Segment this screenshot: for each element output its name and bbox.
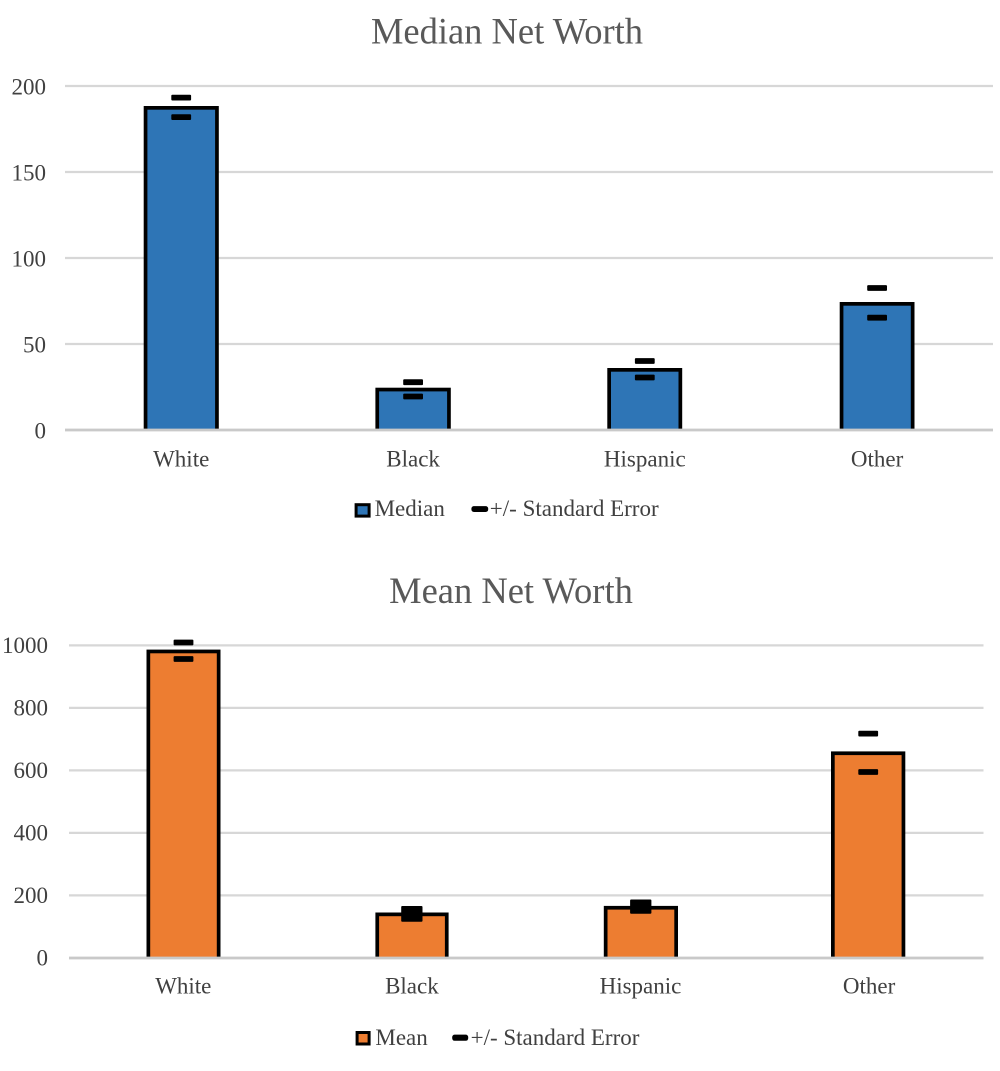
svg-text:0: 0 (35, 418, 47, 443)
svg-text:50: 50 (23, 332, 46, 357)
svg-text:Black: Black (385, 974, 439, 999)
svg-text:Other: Other (851, 446, 904, 471)
svg-text:+/- Standard Error: +/- Standard Error (471, 1025, 640, 1050)
svg-text:Hispanic: Hispanic (600, 974, 682, 999)
svg-text:1000: 1000 (2, 633, 48, 658)
svg-text:200: 200 (14, 883, 49, 908)
svg-text:800: 800 (14, 696, 49, 721)
svg-text:Hispanic: Hispanic (604, 446, 686, 471)
svg-text:Mean Net Worth: Mean Net Worth (389, 570, 633, 611)
svg-text:100: 100 (12, 246, 47, 271)
svg-text:Median Net Worth: Median Net Worth (371, 11, 643, 52)
svg-text:White: White (155, 974, 211, 999)
svg-text:+/- Standard Error: +/- Standard Error (490, 496, 659, 521)
svg-text:Black: Black (386, 446, 440, 471)
svg-text:White: White (153, 446, 209, 471)
svg-text:600: 600 (14, 758, 49, 783)
svg-text:0: 0 (37, 946, 49, 971)
svg-text:Other: Other (843, 974, 896, 999)
svg-text:200: 200 (12, 74, 47, 99)
svg-text:Median: Median (375, 496, 446, 521)
svg-text:150: 150 (12, 160, 47, 185)
svg-text:Mean: Mean (375, 1025, 428, 1050)
svg-text:400: 400 (14, 821, 49, 846)
